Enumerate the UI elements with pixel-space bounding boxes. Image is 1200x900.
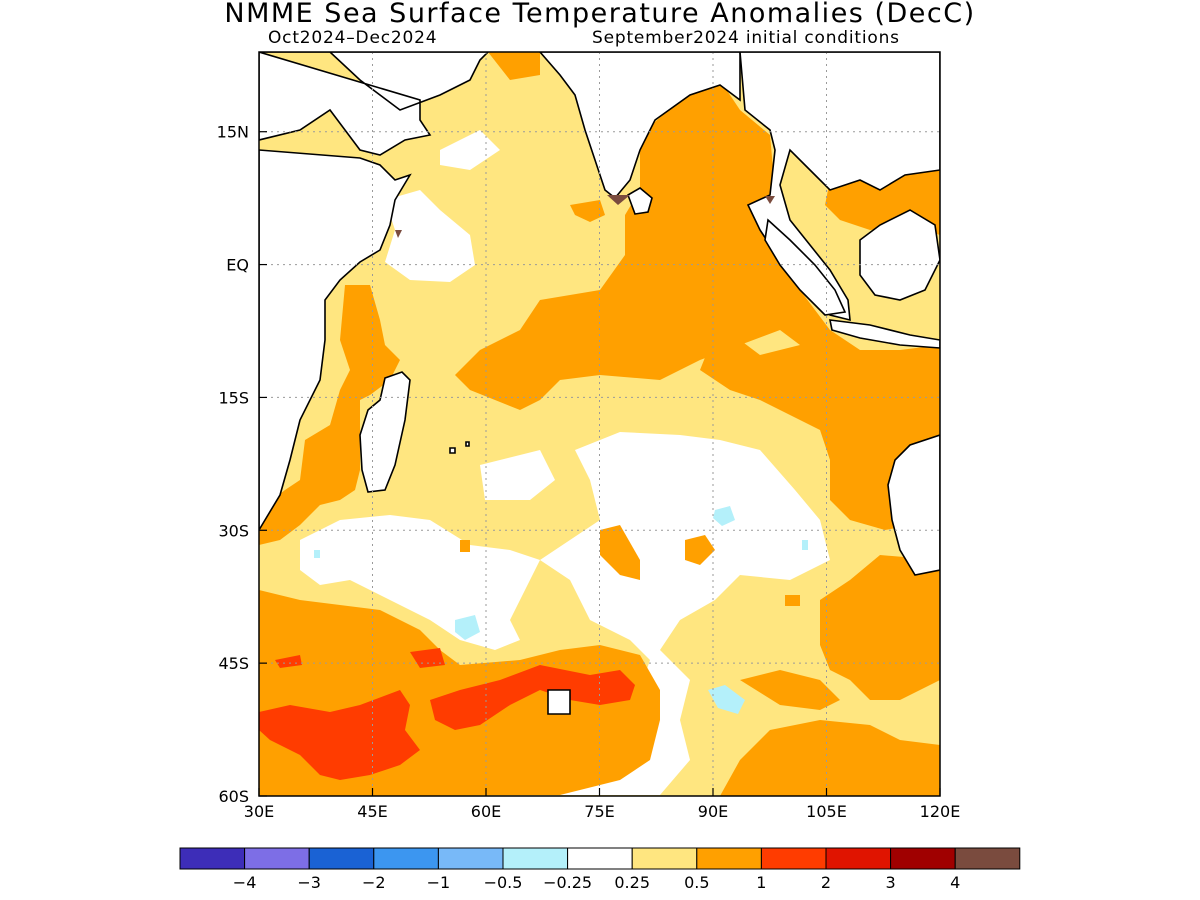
colorbar-label: 0.5 [684, 873, 709, 892]
lon-tick-label: 45E [357, 802, 387, 821]
colorbar-label: −1 [427, 873, 451, 892]
colorbar-label: 2 [821, 873, 831, 892]
anomaly-region-1-2 [259, 648, 635, 780]
lon-tick-label: 60E [471, 802, 501, 821]
colorbar-swatch [437, 847, 504, 870]
borneo [859, 209, 940, 301]
colorbar-label: −0.5 [484, 873, 523, 892]
colorbar-swatch [954, 847, 1021, 870]
lat-tick-label: EQ [226, 256, 249, 275]
colorbar-swatch [308, 847, 375, 870]
colorbar-swatch [696, 847, 762, 870]
colorbar-label: 4 [950, 873, 960, 892]
lat-tick-label: 45S [218, 654, 249, 673]
colorbar-label: 3 [886, 873, 896, 892]
lon-tick-label: 30E [244, 802, 274, 821]
colorbar-label: −0.25 [543, 873, 592, 892]
colorbar-swatch [373, 847, 439, 870]
forecast-period: Oct2024–Dec2024 [268, 28, 438, 48]
colorbar-label: −4 [233, 873, 257, 892]
sumatra [764, 218, 847, 316]
lat-tick-label: 15N [217, 123, 249, 142]
anomaly-region-neg-0.25 [314, 506, 808, 714]
graticule [259, 52, 940, 796]
lon-tick-label: 90E [698, 802, 728, 821]
arabian-peninsula [259, 52, 490, 156]
neutral-regions [300, 130, 830, 795]
axes: 30E 45E 60E 75E 90E 105E 120E 15N EQ 15S 30S 45S 60S [217, 123, 961, 821]
lon-tick-label: 105E [806, 802, 847, 821]
mauritius-reunion [449, 441, 470, 454]
lat-tick-label: 60S [218, 787, 249, 806]
lat-tick-label: 15S [218, 388, 249, 407]
colorbar-swatch [631, 847, 698, 870]
colorbar-swatch [502, 847, 569, 870]
sri-lanka [627, 187, 653, 215]
lat-tick-label: 30S [218, 521, 249, 540]
colorbar: −4 −3 −2 −1 −0.5 −0.25 0.25 0.5 1 2 3 4 [179, 847, 1021, 892]
colorbar-swatch [567, 847, 633, 870]
anomaly-region-4-plus [395, 195, 775, 238]
map-title: NMME Sea Surface Temperature Anomalies (… [224, 0, 976, 29]
colorbar-swatch [890, 847, 956, 870]
colorbar-label: −3 [297, 873, 321, 892]
kerguelen [547, 689, 571, 715]
colorbar-swatch [760, 847, 827, 870]
colorbar-label: −2 [362, 873, 386, 892]
colorbar-label: 0.25 [614, 873, 650, 892]
lon-tick-label: 75E [584, 802, 614, 821]
colorbar-swatch [244, 847, 310, 870]
colorbar-label: 1 [756, 873, 766, 892]
anomaly-field [259, 52, 940, 796]
initial-conditions-label: September2024 initial conditions [592, 28, 900, 48]
java [828, 319, 940, 349]
colorbar-swatch [825, 847, 892, 870]
colorbar-swatch [179, 847, 246, 870]
lon-tick-label: 120E [920, 802, 961, 821]
australia [887, 434, 940, 576]
indian-subcontinent [538, 52, 741, 200]
